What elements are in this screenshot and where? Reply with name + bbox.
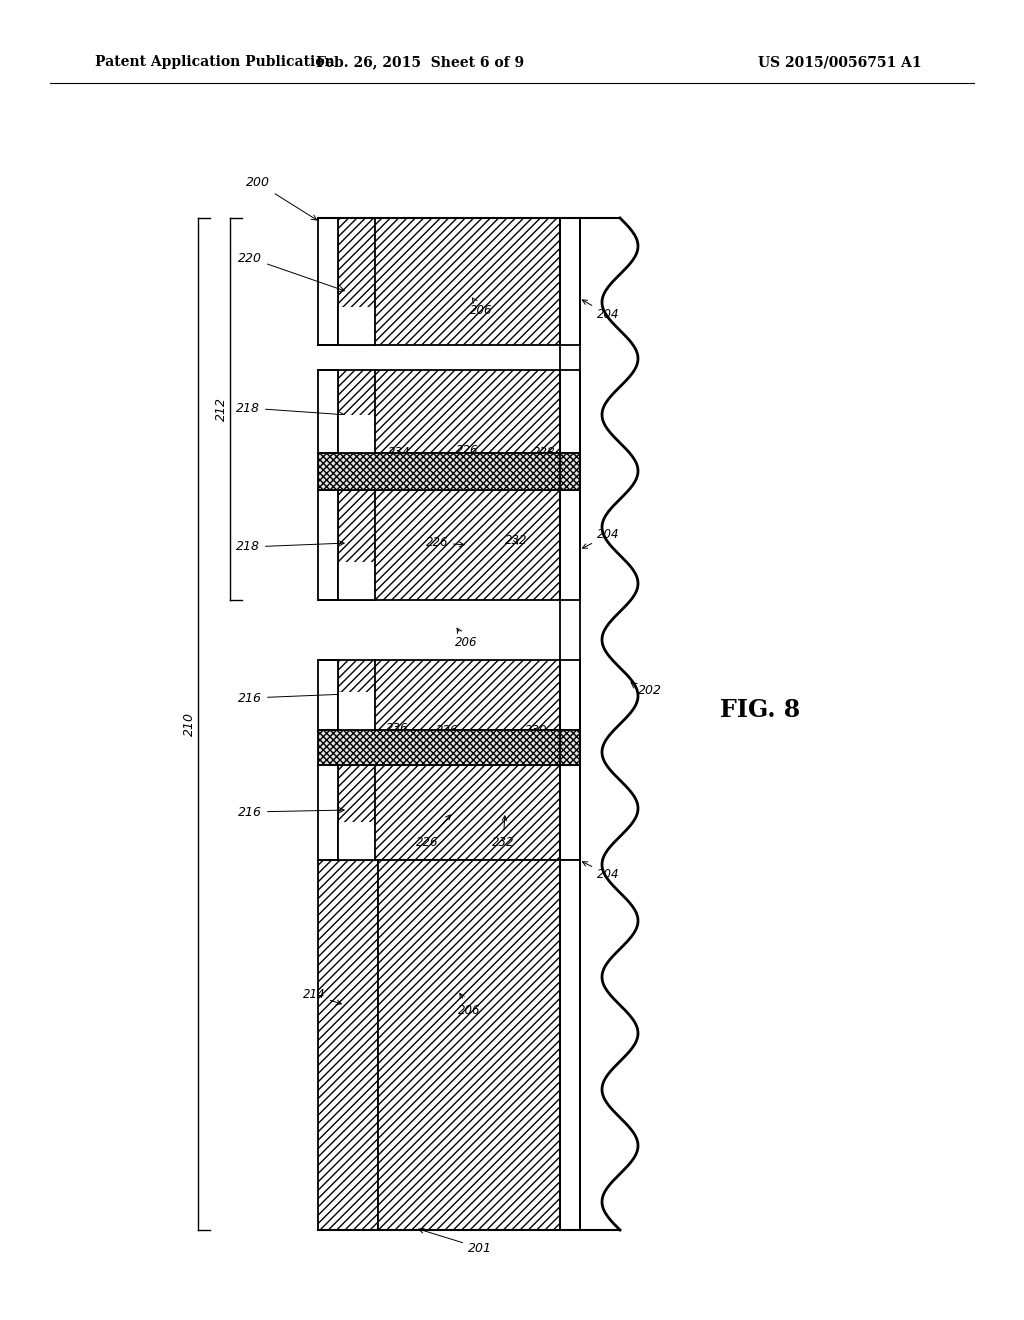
Text: 206: 206 bbox=[470, 298, 493, 317]
Text: 236: 236 bbox=[385, 722, 408, 743]
Polygon shape bbox=[580, 218, 638, 1230]
Text: 228: 228 bbox=[534, 446, 555, 467]
Text: 226: 226 bbox=[435, 725, 476, 746]
Bar bbox=[560, 861, 580, 1230]
Text: 216: 216 bbox=[238, 805, 344, 818]
Text: US 2015/0056751 A1: US 2015/0056751 A1 bbox=[758, 55, 922, 69]
Bar bbox=[318, 601, 580, 660]
Text: 204: 204 bbox=[583, 528, 620, 548]
Bar bbox=[318, 370, 338, 453]
Bar bbox=[338, 370, 560, 453]
Bar bbox=[318, 660, 338, 730]
Text: 226: 226 bbox=[456, 444, 487, 469]
Bar bbox=[338, 490, 560, 601]
Bar bbox=[560, 660, 580, 730]
Bar bbox=[318, 453, 580, 490]
Bar bbox=[338, 562, 375, 601]
Bar bbox=[338, 308, 375, 345]
Text: 206: 206 bbox=[458, 994, 480, 1016]
Bar bbox=[338, 660, 560, 730]
Text: 212: 212 bbox=[214, 397, 227, 421]
Text: 220: 220 bbox=[238, 252, 344, 292]
Bar bbox=[318, 730, 580, 766]
Bar bbox=[318, 218, 338, 345]
Text: 232: 232 bbox=[492, 816, 514, 849]
Text: 216: 216 bbox=[238, 692, 344, 705]
Bar bbox=[378, 861, 560, 1230]
Bar bbox=[338, 414, 375, 453]
Bar bbox=[318, 766, 338, 861]
Text: 210: 210 bbox=[182, 711, 196, 737]
Text: 218: 218 bbox=[236, 401, 344, 417]
Text: 232: 232 bbox=[505, 535, 527, 548]
Text: Patent Application Publication: Patent Application Publication bbox=[95, 55, 335, 69]
Bar bbox=[338, 692, 375, 730]
Text: 230: 230 bbox=[525, 725, 548, 743]
Bar bbox=[338, 218, 560, 345]
Text: 234: 234 bbox=[387, 446, 410, 467]
Text: 201: 201 bbox=[419, 1228, 492, 1254]
Text: 202: 202 bbox=[638, 684, 662, 697]
Text: 204: 204 bbox=[583, 300, 620, 322]
Text: 206: 206 bbox=[455, 628, 477, 649]
Text: 226: 226 bbox=[426, 536, 464, 549]
Text: 214: 214 bbox=[302, 989, 341, 1005]
Text: 218: 218 bbox=[236, 540, 344, 553]
Bar bbox=[560, 490, 580, 601]
Bar bbox=[338, 766, 560, 861]
Text: 226: 226 bbox=[416, 814, 451, 849]
Bar bbox=[338, 822, 375, 861]
Text: 200: 200 bbox=[246, 177, 316, 220]
Bar bbox=[560, 218, 580, 1230]
Bar bbox=[560, 766, 580, 861]
Bar bbox=[318, 490, 338, 601]
Bar bbox=[560, 218, 580, 345]
Text: FIG. 8: FIG. 8 bbox=[720, 698, 800, 722]
Text: 204: 204 bbox=[583, 862, 620, 882]
Text: Feb. 26, 2015  Sheet 6 of 9: Feb. 26, 2015 Sheet 6 of 9 bbox=[316, 55, 524, 69]
Bar bbox=[318, 861, 378, 1230]
Bar bbox=[560, 370, 580, 453]
